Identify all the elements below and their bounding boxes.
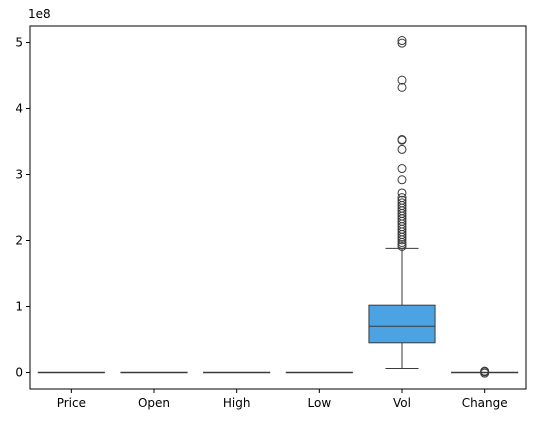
outlier-point (397, 235, 407, 245)
outlier-point (397, 144, 407, 154)
y-tick-label: 3 (15, 168, 23, 182)
box-price (37, 371, 105, 374)
x-tick-label: Open (138, 396, 170, 410)
outlier-point (397, 232, 407, 242)
outlier-point (397, 75, 407, 85)
outlier-point (397, 135, 407, 145)
y-axis-offset-label: 1e8 (28, 7, 51, 21)
outlier-point (480, 368, 490, 378)
plot-frame (29, 25, 527, 390)
box-change (451, 366, 519, 378)
x-tick-label: High (223, 396, 251, 410)
box-vol (368, 36, 436, 370)
box-iqr (368, 304, 436, 344)
x-tick-label: Low (308, 396, 332, 410)
x-tick-label: Vol (393, 396, 411, 410)
outlier-point (397, 175, 407, 185)
outlier-point (397, 164, 407, 174)
outlier-point (397, 38, 407, 48)
plot-area (37, 36, 519, 378)
outlier-point (397, 82, 407, 92)
x-axis: Price Open High Low Vol Change (57, 389, 508, 410)
y-tick-label: 0 (15, 366, 23, 380)
box-high (203, 371, 271, 374)
outlier-point (397, 36, 407, 46)
x-tick-label: Change (462, 396, 508, 410)
y-tick-label: 2 (15, 234, 23, 248)
y-axis: 0 1 2 3 4 5 (15, 36, 30, 380)
y-tick-label: 4 (15, 102, 23, 116)
box-open (120, 371, 188, 374)
box-low (285, 371, 353, 374)
outlier-point (397, 188, 407, 198)
outlier-point (397, 241, 407, 251)
y-tick-label: 5 (15, 36, 23, 50)
x-tick-label: Price (57, 396, 86, 410)
y-tick-label: 1 (15, 300, 23, 314)
